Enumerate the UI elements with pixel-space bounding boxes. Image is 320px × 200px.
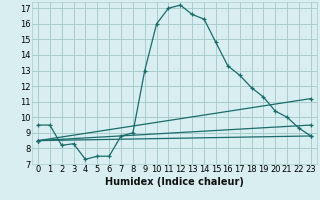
X-axis label: Humidex (Indice chaleur): Humidex (Indice chaleur) [105,177,244,187]
